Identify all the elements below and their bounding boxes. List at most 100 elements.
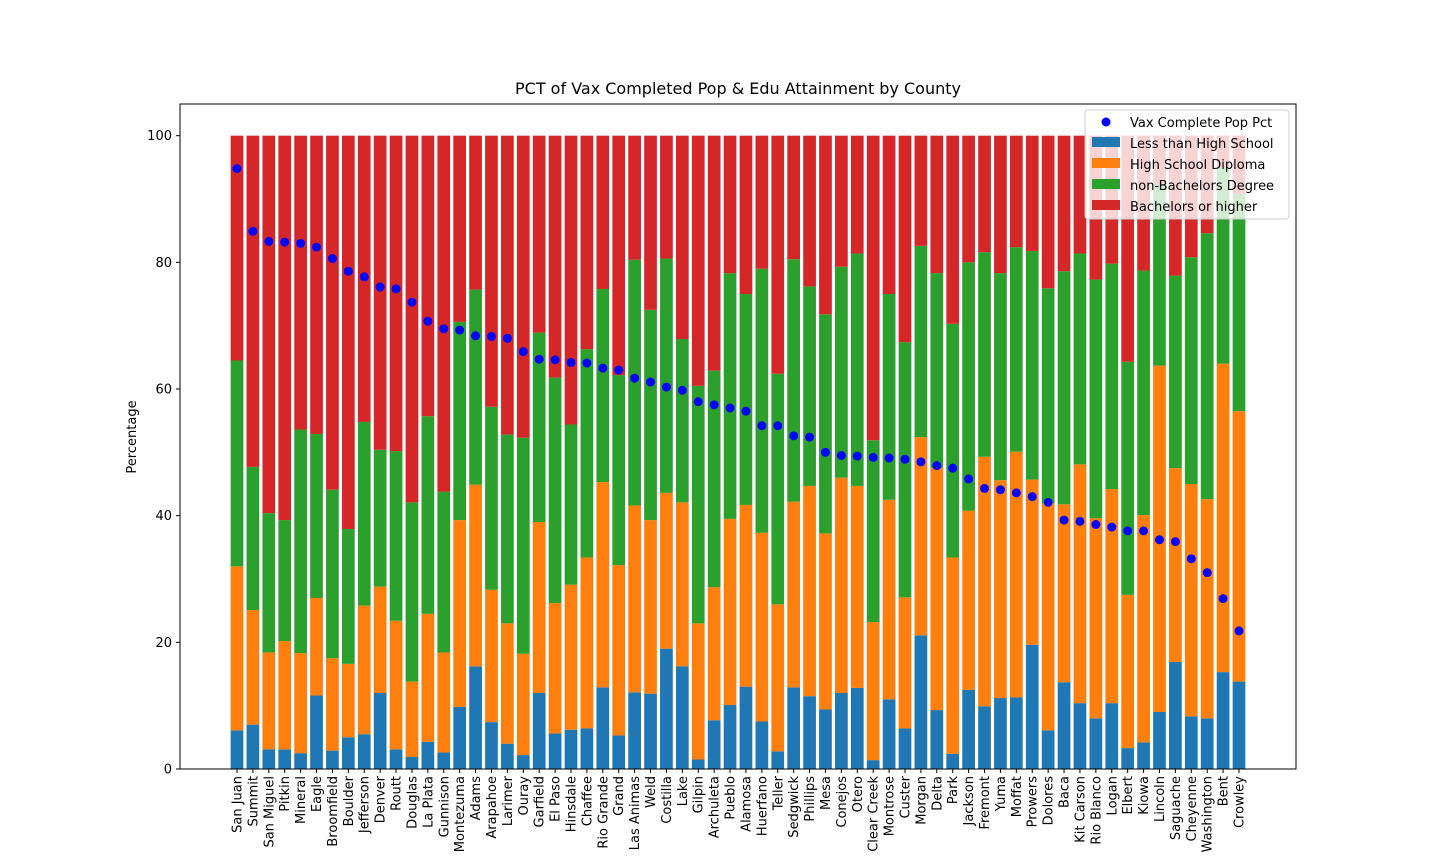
x-tick-label-fremont: Fremont <box>978 776 993 830</box>
bar-non-bachelors-degree-jackson <box>962 262 975 511</box>
bar-bachelors-or-higher-morgan <box>914 135 928 246</box>
bar-non-bachelors-degree-grand <box>612 375 626 566</box>
bar-non-bachelors-degree-summit <box>246 466 260 611</box>
bar-high-school-diploma-san-miguel <box>262 652 276 750</box>
bar-bachelors-or-higher-san-juan <box>230 135 244 361</box>
bar-non-bachelors-degree-douglas <box>405 502 419 682</box>
x-tick-label-las-animas: Las Animas <box>628 776 643 850</box>
bar-high-school-diploma-archuleta <box>707 587 721 721</box>
vax-dot-otero <box>852 451 862 461</box>
x-tick-label-custer: Custer <box>899 775 914 818</box>
bar-less-than-high-school-conejos <box>835 693 848 769</box>
plot-frame <box>179 103 1297 770</box>
bar-non-bachelors-degree-otero <box>850 253 864 486</box>
bar-high-school-diploma-rio-blanco <box>1089 518 1103 719</box>
vax-dot-moffat <box>1011 488 1021 498</box>
vax-dot-weld <box>646 377 656 387</box>
x-tick-label-huerfano: Huerfano <box>755 776 770 836</box>
bar-bachelors-or-higher-prowers <box>1025 135 1039 251</box>
x-tick-label-boulder: Boulder <box>342 775 357 826</box>
bar-non-bachelors-degree-prowers <box>1025 250 1039 480</box>
bar-bachelors-or-higher-mineral <box>294 135 307 430</box>
bar-high-school-diploma-larimer <box>501 623 514 744</box>
bar-less-than-high-school-jefferson <box>357 734 371 769</box>
bar-high-school-diploma-arapahoe <box>485 589 498 723</box>
bar-non-bachelors-degree-jefferson <box>357 421 371 606</box>
bar-non-bachelors-degree-arapahoe <box>485 406 498 590</box>
bar-non-bachelors-degree-sedgwick <box>787 259 801 502</box>
legend-label-less-than-hs: Less than High School <box>1130 137 1274 152</box>
bar-less-than-high-school-montrose <box>882 699 896 769</box>
x-tick-label-douglas: Douglas <box>405 776 420 829</box>
vax-dot-montezuma <box>455 325 465 335</box>
bar-high-school-diploma-douglas <box>405 681 419 757</box>
bar-high-school-diploma-summit <box>246 610 260 725</box>
bar-less-than-high-school-broomfield <box>326 750 339 769</box>
bar-high-school-diploma-gilpin <box>691 623 705 760</box>
vax-dot-larimer <box>502 333 512 343</box>
bar-bachelors-or-higher-el-paso <box>548 135 562 378</box>
vax-dot-prowers <box>1027 492 1037 502</box>
bar-high-school-diploma-mineral <box>294 653 307 754</box>
x-tick-label-logan: Logan <box>1105 776 1120 815</box>
vax-dot-arapahoe <box>486 331 496 341</box>
bar-bachelors-or-higher-garfield <box>532 135 546 333</box>
bar-less-than-high-school-lincoln <box>1153 712 1166 769</box>
bar-less-than-high-school-logan <box>1105 703 1119 769</box>
x-tick-label-garfield: Garfield <box>533 776 548 827</box>
vax-dot-kit-carson <box>1075 516 1085 526</box>
bar-non-bachelors-degree-pitkin <box>278 520 292 642</box>
bar-less-than-high-school-rio-blanco <box>1089 718 1103 769</box>
bar-bachelors-or-higher-jackson <box>962 135 975 263</box>
bar-non-bachelors-degree-rio-blanco <box>1089 279 1103 519</box>
bar-layer <box>230 135 1246 769</box>
bar-bachelors-or-higher-broomfield <box>326 135 339 490</box>
bar-high-school-diploma-rio-grande <box>596 482 610 688</box>
bar-non-bachelors-degree-larimer <box>501 434 514 624</box>
vax-dot-huerfano <box>757 421 767 431</box>
vax-dot-park <box>948 463 958 473</box>
x-tick-label-jackson: Jackson <box>962 776 977 826</box>
x-tick-label-eagle: Eagle <box>310 776 325 812</box>
vax-dot-yuma <box>995 485 1005 495</box>
x-tick-label-denver: Denver <box>374 775 389 823</box>
vax-dot-logan <box>1107 522 1117 532</box>
x-tick-label-jefferson: Jefferson <box>358 776 373 834</box>
bar-less-than-high-school-san-miguel <box>262 749 276 769</box>
x-tick-label-montrose: Montrose <box>883 776 898 836</box>
bar-bachelors-or-higher-eagle <box>310 135 323 434</box>
bar-bachelors-or-higher-fremont <box>978 135 991 253</box>
bar-less-than-high-school-huerfano <box>755 721 769 769</box>
y-tick-label: 60 <box>155 383 172 398</box>
bar-less-than-high-school-denver <box>373 693 387 769</box>
bar-non-bachelors-degree-chaffee <box>580 349 594 558</box>
bar-less-than-high-school-weld <box>644 693 657 769</box>
x-tick-label-ouray: Ouray <box>517 776 532 816</box>
bar-bachelors-or-higher-huerfano <box>755 135 769 269</box>
bar-bachelors-or-higher-park <box>946 135 960 324</box>
bar-high-school-diploma-routt <box>389 620 403 750</box>
bar-less-than-high-school-custer <box>898 728 912 769</box>
bar-high-school-diploma-sedgwick <box>787 501 801 688</box>
vax-dot-chaffee <box>582 358 592 368</box>
vax-dot-sedgwick <box>789 431 799 441</box>
bar-less-than-high-school-arapahoe <box>485 722 498 769</box>
bar-bachelors-or-higher-mesa <box>819 135 832 315</box>
vax-dot-adams <box>471 331 481 341</box>
bar-high-school-diploma-moffat <box>1009 451 1023 698</box>
bar-less-than-high-school-pueblo <box>723 705 737 769</box>
bar-high-school-diploma-park <box>946 557 960 754</box>
bar-high-school-diploma-jefferson <box>357 605 371 735</box>
bar-bachelors-or-higher-archuleta <box>707 135 721 371</box>
bar-less-than-high-school-bent <box>1216 672 1230 769</box>
bar-non-bachelors-degree-mesa <box>819 314 832 534</box>
bar-bachelors-or-higher-costilla <box>660 135 673 259</box>
bar-high-school-diploma-morgan <box>914 437 928 636</box>
bar-bachelors-or-higher-las-animas <box>628 135 641 260</box>
bar-high-school-diploma-clear-creek <box>866 622 880 761</box>
x-tick-label-prowers: Prowers <box>1026 776 1041 828</box>
bar-less-than-high-school-pitkin <box>278 749 292 769</box>
vax-dot-ouray <box>518 347 528 357</box>
bar-high-school-diploma-phillips <box>803 485 816 697</box>
